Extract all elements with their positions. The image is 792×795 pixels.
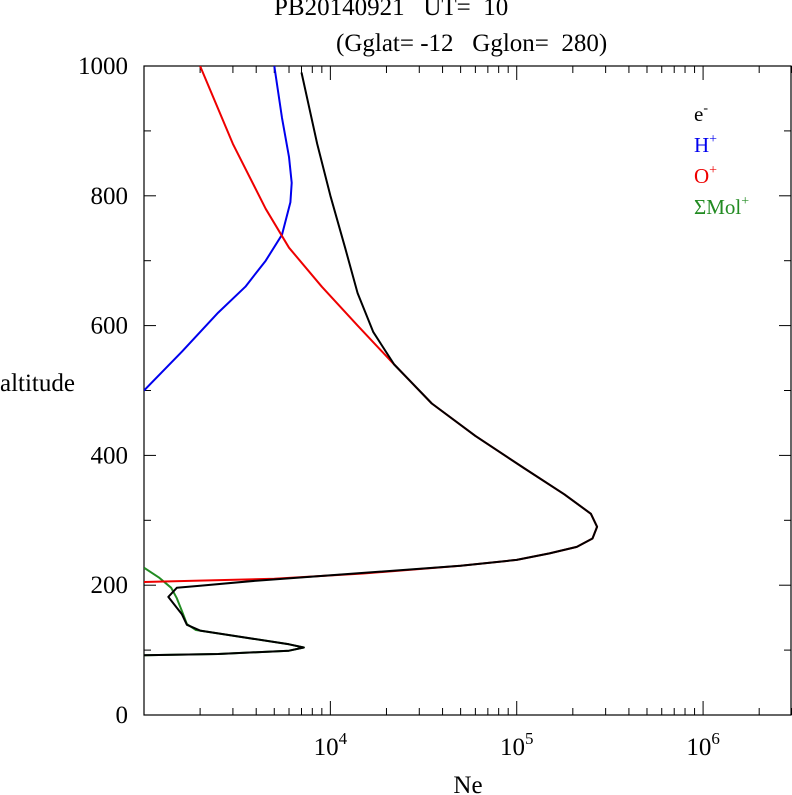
x-tick-label: 105 bbox=[500, 729, 534, 761]
y-axis-label: altitude bbox=[0, 370, 75, 397]
series-line-1 bbox=[144, 66, 293, 392]
legend-entry: H+ bbox=[694, 132, 717, 157]
y-tick-label: 600 bbox=[91, 313, 129, 340]
y-tick-label: 800 bbox=[91, 183, 129, 210]
y-tick-label: 200 bbox=[91, 572, 129, 599]
series-line-0 bbox=[144, 72, 599, 657]
x-tick-label: 106 bbox=[686, 729, 720, 761]
legend-entry: e- bbox=[694, 101, 708, 126]
y-tick-label: 1000 bbox=[78, 53, 128, 80]
legend-entry: ΣMol+ bbox=[694, 194, 749, 219]
chart-title-line-2: (Gglat= -12 Gglon= 280) bbox=[336, 30, 608, 57]
x-tick-label: 104 bbox=[314, 729, 348, 761]
y-tick-label: 400 bbox=[91, 442, 129, 469]
x-axis-label: Ne bbox=[453, 772, 482, 795]
legend-entry: O+ bbox=[694, 163, 717, 188]
y-tick-label: 0 bbox=[116, 702, 129, 729]
chart-title-line-1: PB20140921 UT= 10 bbox=[274, 0, 509, 21]
